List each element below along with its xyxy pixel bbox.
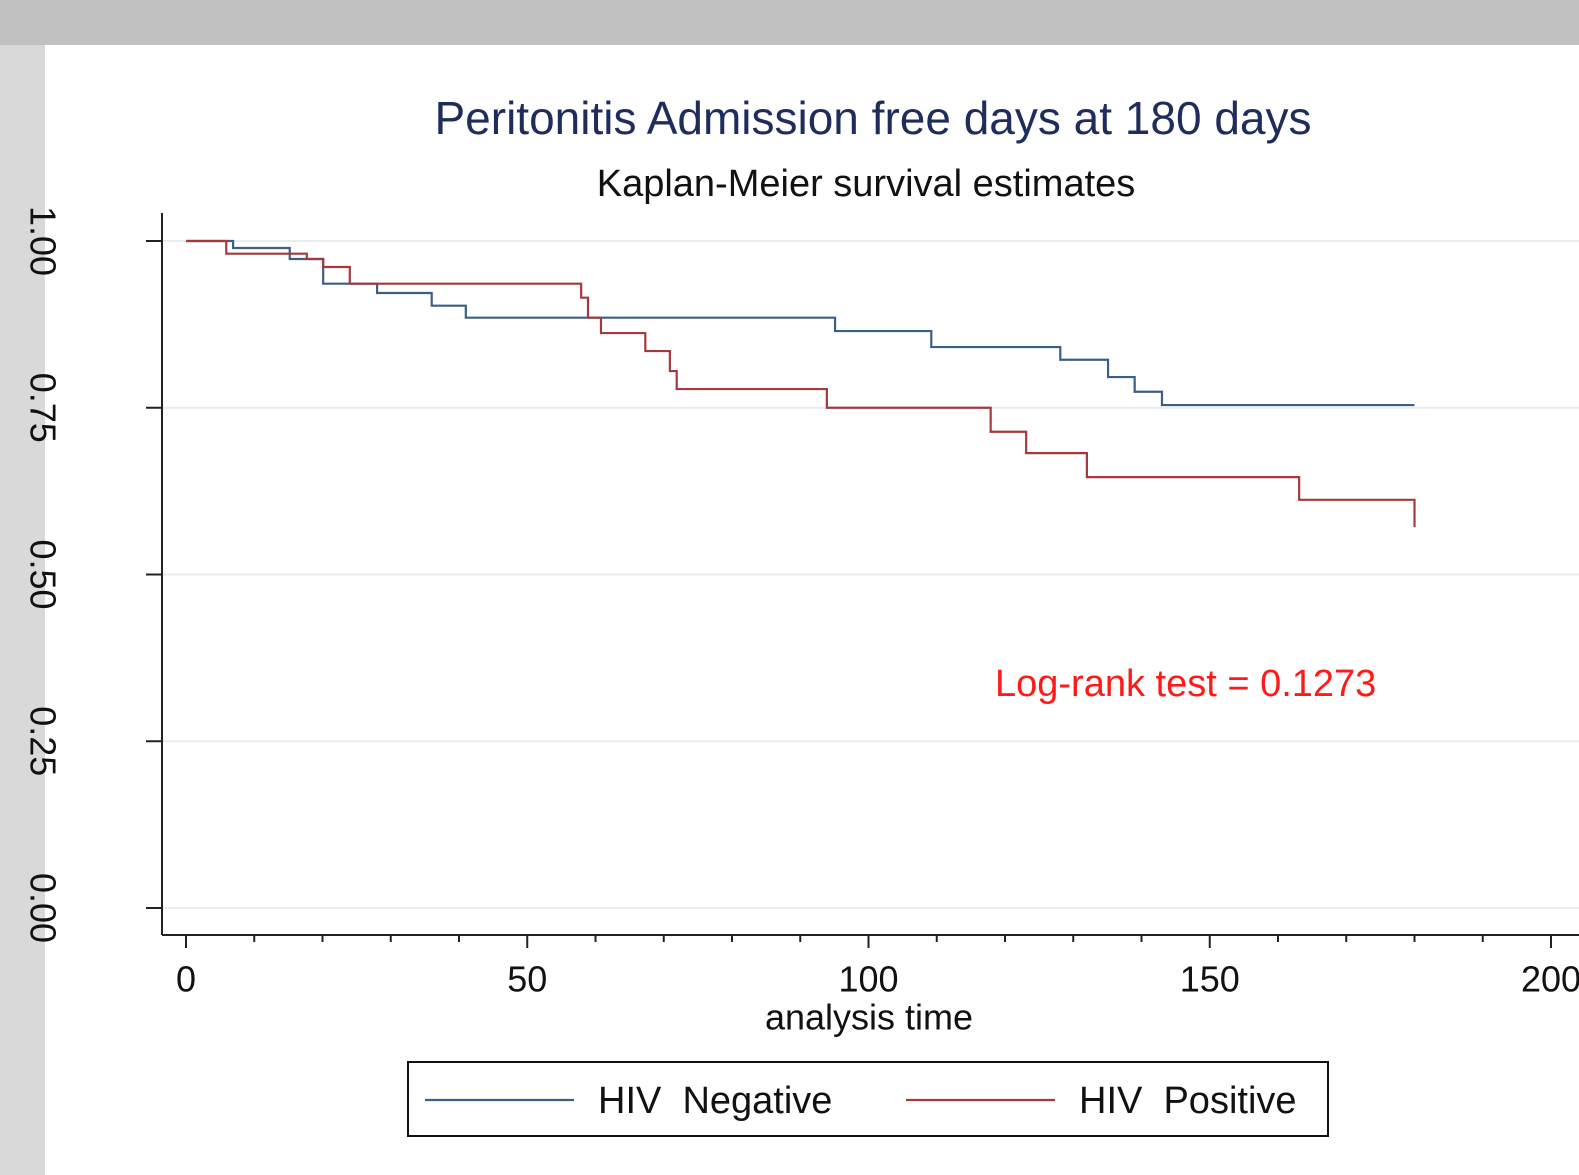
annotation: Log-rank test = 0.1273 [995, 663, 1376, 705]
top-bar [0, 0, 1579, 45]
y-tick-label: 0.75 [22, 373, 63, 443]
x-tick-label: 50 [507, 959, 547, 1000]
y-tick-label: 0.25 [22, 706, 63, 776]
chart-subtitle: Kaplan-Meier survival estimates [597, 163, 1136, 205]
x-tick-label: 0 [176, 959, 196, 1000]
y-tick-label: 0.50 [22, 539, 63, 609]
plot-panel [45, 45, 1579, 1175]
y-tick-label: 0.00 [22, 873, 63, 943]
legend-label: HIV Negative [598, 1080, 832, 1122]
survival-curve [186, 239, 1415, 407]
y-tick-label: 1.00 [22, 206, 63, 276]
legend-label: HIV Positive [1079, 1080, 1297, 1122]
x-tick-label: 100 [838, 959, 898, 1000]
x-axis-label: analysis time [765, 997, 973, 1038]
survival-curve [186, 239, 1416, 528]
x-tick-label: 200 [1521, 959, 1579, 1000]
chart-title: Peritonitis Admission free days at 180 d… [434, 92, 1311, 144]
x-tick-label: 150 [1180, 959, 1240, 1000]
